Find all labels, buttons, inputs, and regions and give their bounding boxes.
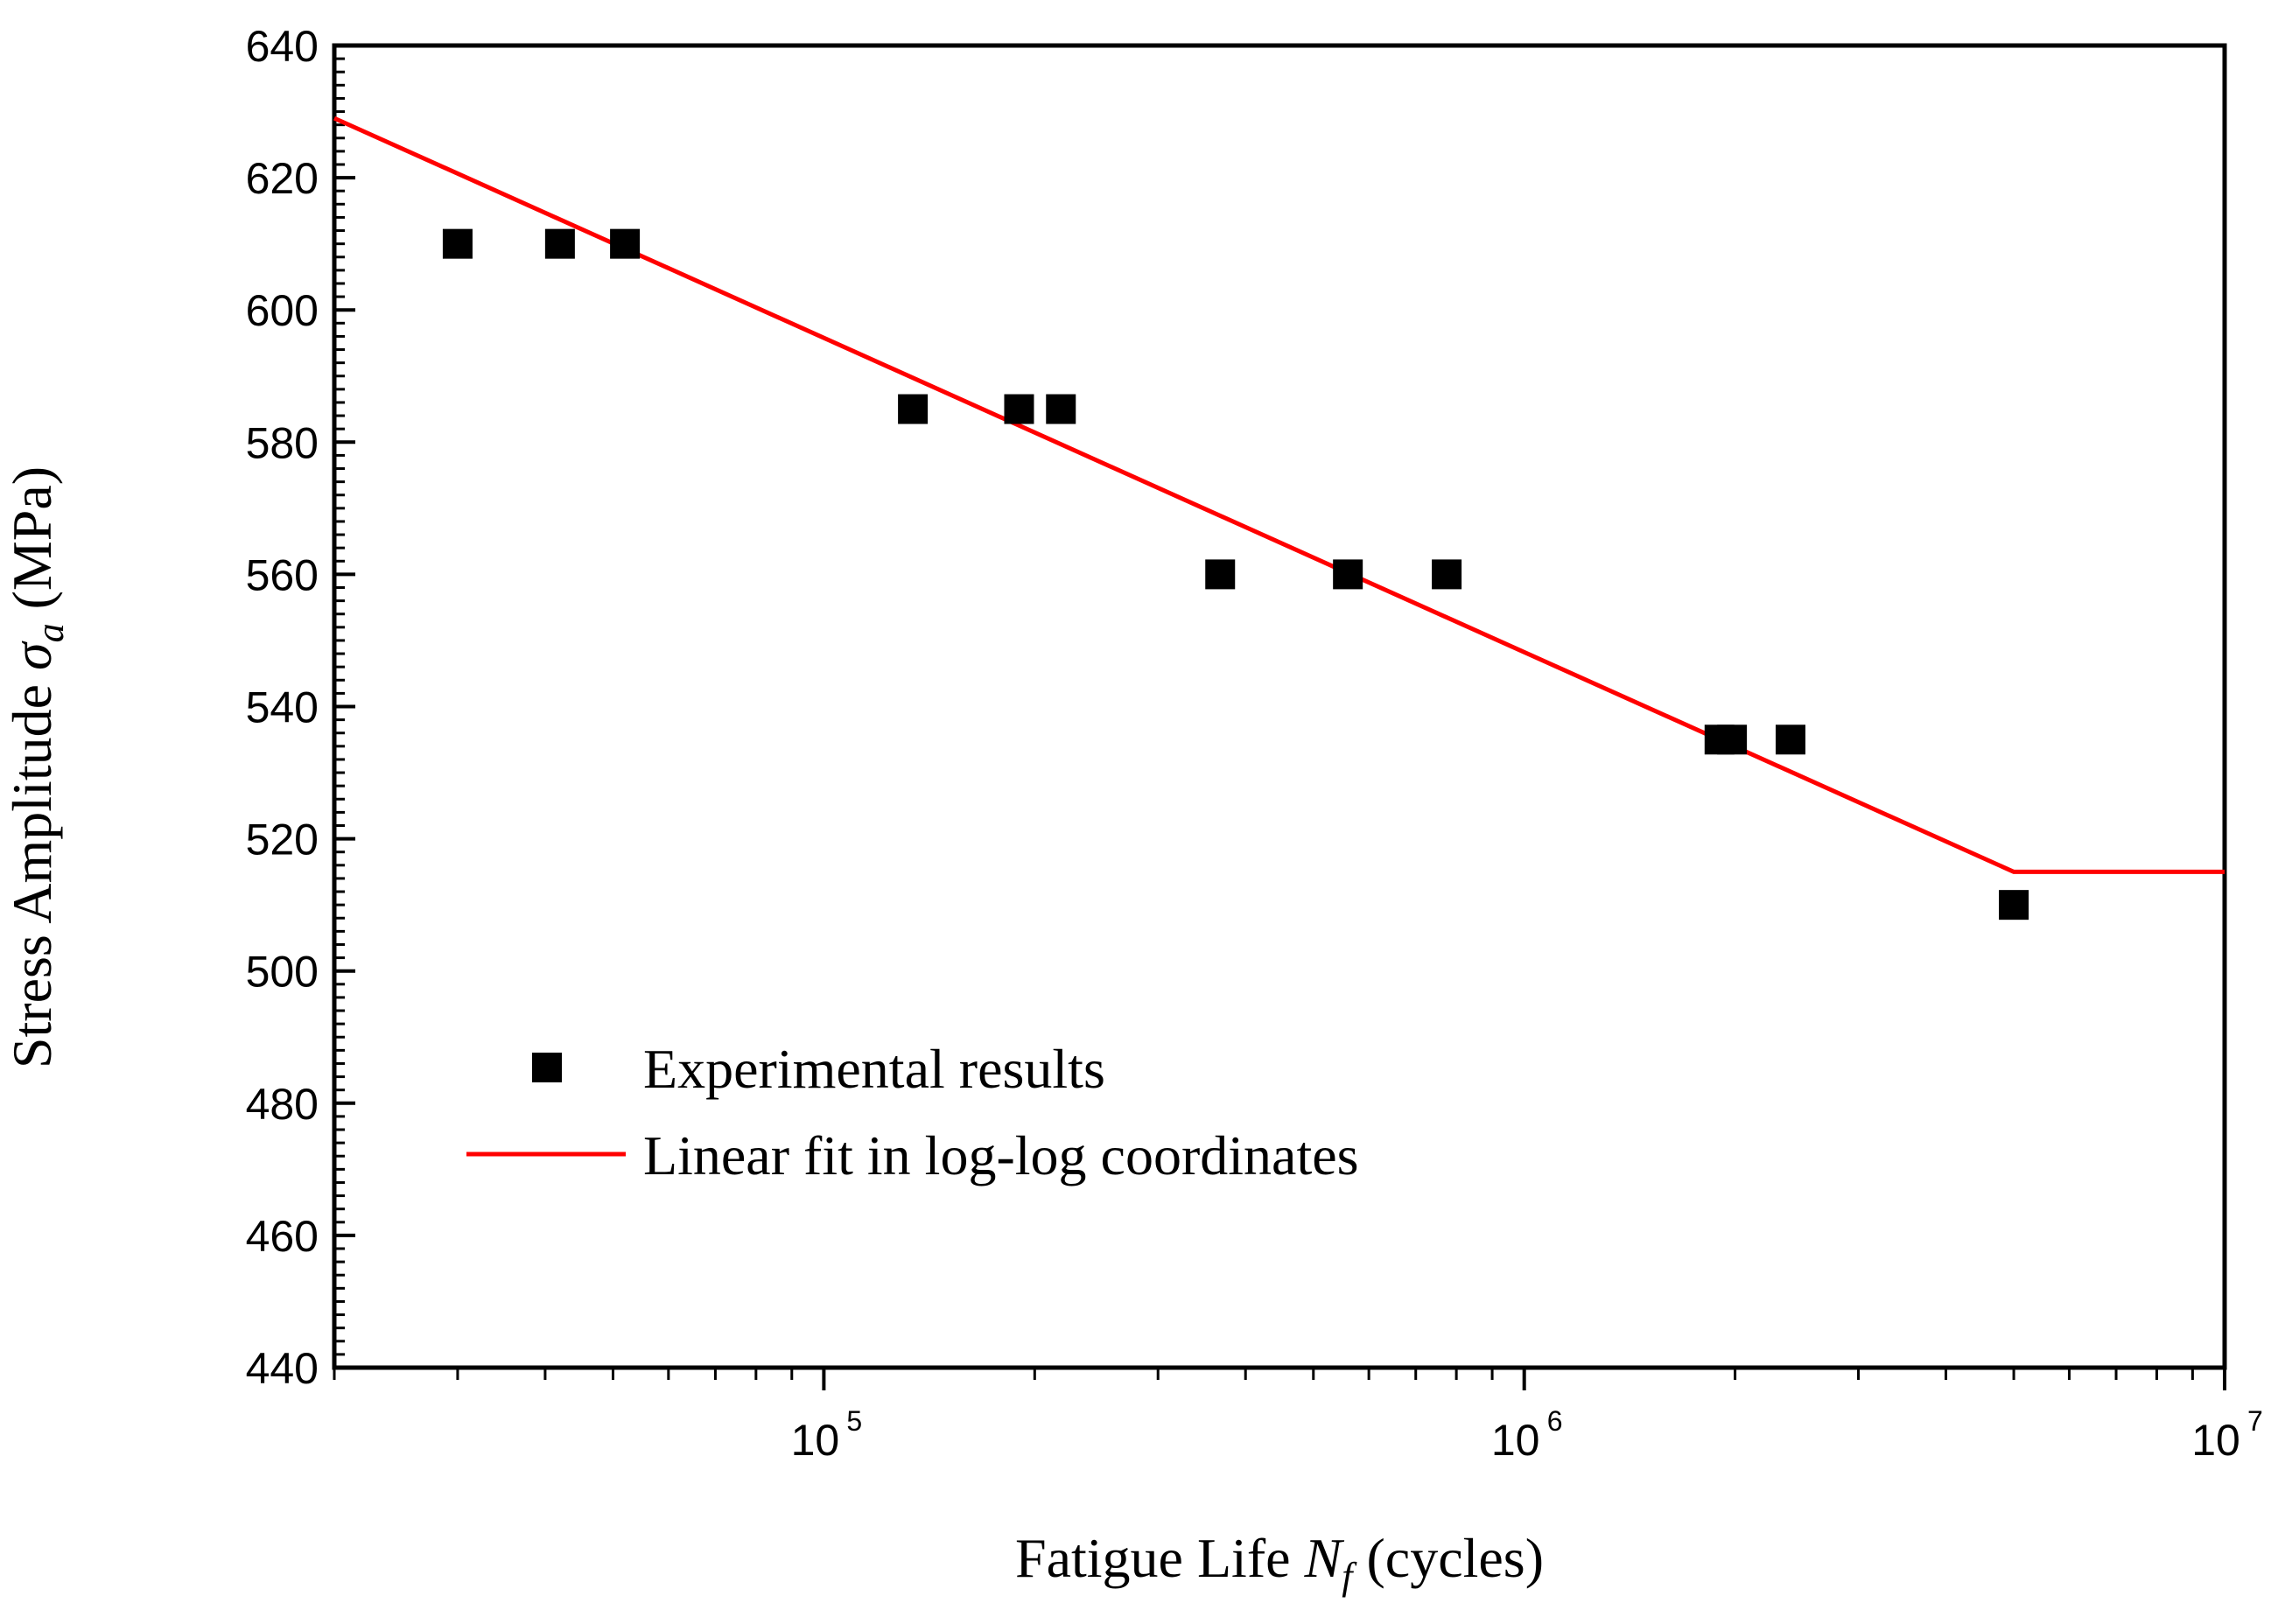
y-tick-label: 620 bbox=[246, 154, 319, 203]
fit-line bbox=[333, 116, 2225, 874]
x-axis-title-suffix: (cycles) bbox=[1352, 1527, 1544, 1589]
legend-label-fit: Linear fit in log-log coordinates bbox=[643, 1124, 1359, 1186]
legend: Experimental results Linear fit in log-l… bbox=[466, 1038, 1359, 1186]
y-tick-label: 560 bbox=[246, 550, 319, 599]
data-point bbox=[442, 228, 473, 259]
x-axis: 10 5 10 6 10 7 bbox=[333, 1368, 2263, 1465]
data-point bbox=[1205, 559, 1236, 590]
y-tick-label: 580 bbox=[246, 418, 319, 467]
series-layer bbox=[333, 116, 2225, 920]
data-point bbox=[1046, 394, 1076, 424]
x-tick-label-exponent: 7 bbox=[2247, 1405, 2263, 1437]
y-axis-title-subscript: a bbox=[29, 623, 72, 642]
y-tick-label: 540 bbox=[246, 683, 319, 732]
data-point bbox=[610, 228, 641, 259]
y-axis-title-symbol: σ bbox=[1, 640, 63, 670]
y-axis: 440 460 480 500 520 540 560 580 600 620 640 bbox=[246, 22, 355, 1393]
data-point bbox=[1775, 724, 1805, 755]
data-point bbox=[1432, 559, 1462, 590]
y-tick-label: 460 bbox=[246, 1212, 319, 1261]
x-axis-title-prefix: Fatigue Life bbox=[1015, 1527, 1305, 1589]
y-axis-title: Stress Amplitude σa (MPa) bbox=[1, 466, 72, 1068]
y-tick-label: 640 bbox=[246, 22, 319, 71]
x-tick-label-exponent: 5 bbox=[846, 1405, 862, 1437]
y-tick-label: 480 bbox=[246, 1080, 319, 1129]
data-point bbox=[1004, 394, 1034, 424]
y-axis-title-prefix: Stress Amplitude bbox=[1, 670, 63, 1068]
x-axis-title: Fatigue Life Nf (cycles) bbox=[1015, 1527, 1544, 1598]
data-point bbox=[1333, 559, 1363, 590]
y-tick-label: 600 bbox=[246, 286, 319, 335]
data-point bbox=[544, 228, 575, 259]
x-tick-label: 10 bbox=[1491, 1416, 1540, 1465]
y-axis-title-suffix: (MPa) bbox=[1, 466, 63, 624]
x-tick-label: 10 bbox=[791, 1416, 840, 1465]
data-point bbox=[1717, 724, 1748, 755]
x-axis-title-symbol: N bbox=[1304, 1527, 1345, 1589]
legend-label-experimental: Experimental results bbox=[643, 1038, 1105, 1100]
data-point bbox=[1999, 890, 2029, 920]
data-point bbox=[898, 394, 929, 424]
x-tick-label: 10 bbox=[2191, 1416, 2240, 1465]
x-tick-label-exponent: 6 bbox=[1547, 1405, 1563, 1437]
y-tick-label: 520 bbox=[246, 816, 319, 864]
y-tick-label: 440 bbox=[246, 1344, 319, 1393]
legend-marker-square bbox=[532, 1053, 562, 1082]
y-tick-label: 500 bbox=[246, 948, 319, 997]
